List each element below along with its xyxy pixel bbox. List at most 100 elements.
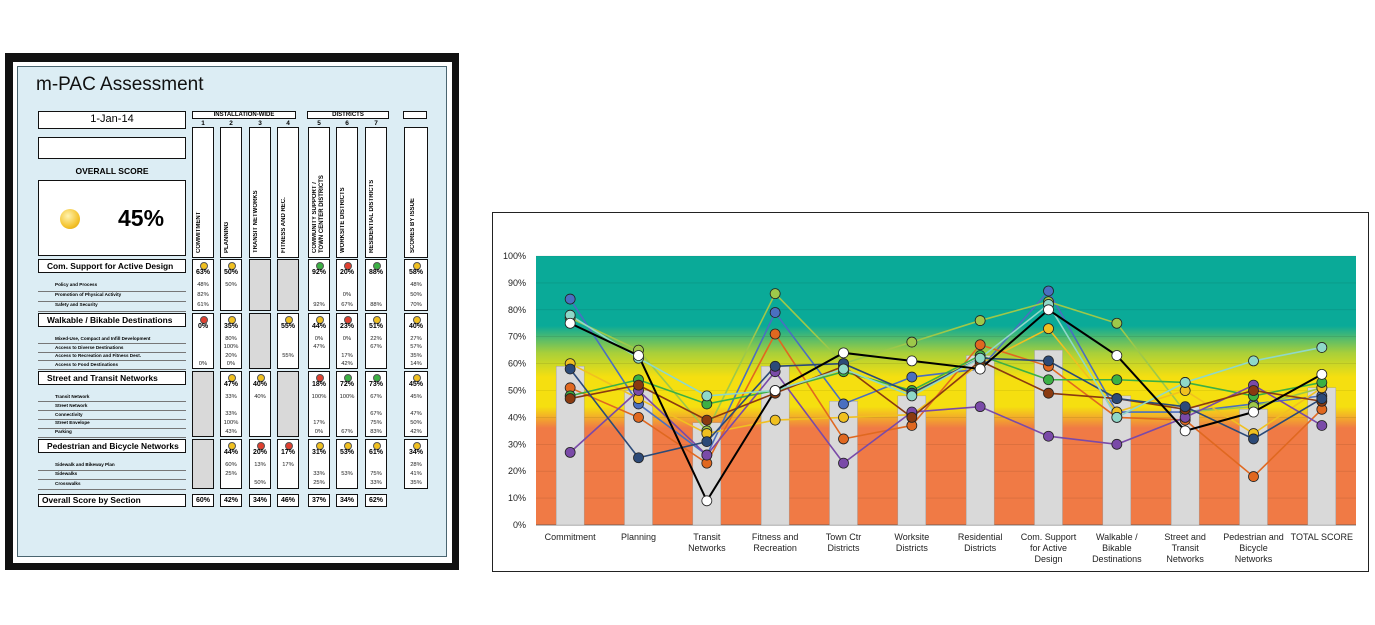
overall-score-value: 45% (118, 205, 165, 231)
section-score: 88% (368, 269, 383, 276)
column-header-label: PLANNING (224, 221, 230, 253)
status-dot-icon (200, 316, 208, 324)
criterion-score: 13% (254, 461, 266, 468)
section-title: Com. Support for Active Design (38, 259, 186, 273)
series-point (1111, 350, 1123, 361)
series-line (569, 308, 1323, 503)
section-title: Street and Transit Networks (38, 371, 186, 385)
series-point (701, 390, 713, 402)
section-column (277, 439, 299, 489)
overall-score-label: OVERALL SCORE (75, 166, 149, 176)
criterion-score: 0% (314, 335, 324, 342)
status-dot-icon (228, 442, 236, 450)
series-point (838, 398, 849, 410)
criterion-score: 50% (254, 480, 266, 487)
criterion-score: 75% (370, 470, 382, 477)
y-tick-label: 60% (508, 359, 526, 369)
series-point (1248, 385, 1259, 396)
section-column (220, 439, 242, 489)
series-point (769, 288, 781, 300)
series-point (1316, 393, 1328, 404)
criterion-issue-score: 70% (410, 301, 422, 308)
scores-column-header-cell (404, 127, 428, 258)
empty-cell (193, 372, 213, 436)
criterion-label: Street Network (55, 402, 88, 408)
section-column (308, 371, 330, 437)
criterion-label: Transit Network (55, 394, 90, 399)
criterion-score: 33% (313, 470, 325, 477)
section-score: 35% (223, 323, 238, 330)
section-column (220, 259, 242, 311)
criterion-score: 0% (198, 361, 208, 367)
criterion-score: 33% (225, 411, 237, 418)
y-tick-label: 40% (508, 412, 526, 422)
series-point (701, 449, 713, 461)
criterion-score: 0% (226, 361, 236, 367)
criterion-label: Sidewalk and Bikeway Plan (55, 462, 115, 467)
status-dot-icon (257, 374, 265, 382)
section-summary-score: 42% (220, 494, 242, 507)
criterion-score: 25% (313, 480, 325, 487)
y-tick-label: 90% (508, 278, 526, 288)
status-dot-icon (200, 262, 208, 270)
criterion-score: 20% (225, 352, 237, 359)
column-header-label: COMMUNITY SUPPORT / TOWN CENTER DISTRICT… (312, 175, 325, 253)
criterion-score: 42% (341, 361, 353, 367)
status-dot-icon (344, 316, 352, 324)
section-summary-score: 34% (249, 494, 271, 507)
series-point (769, 328, 781, 340)
column-number: 6 (345, 120, 349, 127)
criterion-score: 33% (225, 393, 237, 400)
date-field[interactable]: 1-Jan-14 (38, 111, 186, 129)
score-chart: 0% 10% 20% 30% 40% 50% 60% 70% 80% 90% 100% Commitm… (503, 251, 1356, 564)
series-line (569, 354, 1322, 405)
x-tick-label: Town Ctr Districts (826, 532, 862, 553)
blank-field[interactable] (38, 137, 186, 159)
section-score: 51% (368, 323, 383, 330)
series-point (906, 371, 918, 383)
status-dot-icon (344, 262, 352, 270)
status-dot-icon (373, 374, 381, 382)
row-divider (38, 469, 186, 471)
scores-column-label: SCORES BY ISSUE (410, 198, 416, 253)
criterion-score: 48% (197, 281, 209, 288)
section-summary-score: 34% (336, 494, 358, 507)
districts-header: DISTRICTS (307, 111, 389, 119)
column-header-label: TRANSIT NETWORKS (253, 190, 259, 253)
series-point (701, 495, 713, 507)
column-number: 2 (229, 120, 233, 127)
column-number: 1 (201, 120, 205, 127)
issue-score: 40% (408, 323, 423, 330)
series-point (1043, 323, 1054, 335)
criterion-label: Street Envelope (55, 420, 90, 426)
overall-score-indicator-icon (60, 209, 80, 229)
criterion-score: 80% (225, 335, 237, 342)
criterion-score: 43% (225, 428, 237, 435)
criterion-issue-score: 48% (410, 281, 422, 288)
series-point (769, 307, 781, 318)
criterion-label: Mixed-Use, Compact and Infill Developmen… (55, 336, 151, 341)
section-column (336, 439, 358, 489)
criterion-score: 50% (225, 281, 237, 288)
section-column (220, 313, 242, 369)
y-tick-label: 20% (508, 466, 526, 476)
y-tick-label: 10% (508, 493, 526, 503)
status-dot-icon (316, 262, 324, 270)
status-dot-icon (413, 442, 421, 450)
issue-column (404, 371, 428, 437)
series-point (701, 436, 713, 448)
section-column (365, 259, 387, 311)
series-point (1043, 304, 1054, 316)
criterion-issue-score: 27% (410, 335, 422, 342)
assessment-title: m-PAC Assessment (36, 74, 204, 95)
criterion-score: 100% (223, 419, 239, 426)
series-point (1111, 438, 1123, 450)
series-point (838, 347, 849, 359)
series-point (1111, 317, 1123, 329)
criterion-issue-score: 50% (410, 419, 422, 426)
series-point (838, 411, 849, 423)
series-point (974, 401, 986, 413)
section-score: 17% (280, 449, 295, 456)
section-column (192, 259, 214, 311)
series-point (1316, 342, 1328, 353)
